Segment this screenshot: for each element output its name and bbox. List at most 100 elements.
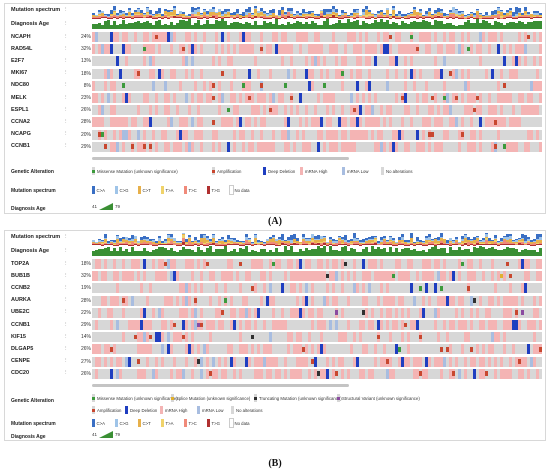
sample-cell — [509, 32, 512, 42]
sample-cell — [287, 44, 290, 55]
sample-cell — [245, 32, 248, 42]
gene-alteration-percent: 26% — [80, 346, 91, 353]
track-menu-handle[interactable]: ⋮ — [63, 358, 69, 365]
sample-cell — [203, 32, 206, 42]
track-menu-handle[interactable]: ⋮ — [63, 33, 69, 40]
spectrum-column — [512, 6, 515, 18]
age-bar — [158, 20, 161, 29]
age-bar — [272, 23, 275, 29]
track-menu-handle[interactable]: ⋮ — [63, 272, 69, 279]
track-menu-handle[interactable]: ⋮ — [63, 45, 69, 52]
sample-cell — [116, 44, 119, 55]
legend-label: C>A — [96, 187, 105, 193]
track-menu-handle[interactable]: ⋮ — [63, 345, 69, 352]
legend-spectrum-item: No data — [229, 418, 250, 428]
sample-cell — [131, 68, 134, 79]
spectrum-column — [458, 6, 461, 18]
legend-label: No alterations — [236, 407, 263, 413]
sample-cell — [374, 44, 377, 55]
track-label-mutation-spectrum: Mutation spectrum — [11, 234, 61, 240]
track-menu-handle[interactable]: ⋮ — [63, 131, 69, 138]
sample-cell — [131, 80, 134, 91]
track-menu-handle[interactable]: ⋮ — [63, 106, 69, 113]
sample-cell — [422, 32, 425, 42]
sample-cell — [122, 44, 125, 55]
sample-cell — [173, 32, 176, 42]
sample-cell — [239, 56, 242, 67]
sample-cell — [161, 80, 164, 91]
track-menu-handle[interactable]: ⋮ — [63, 248, 69, 254]
sample-cell — [311, 32, 314, 42]
sample-cell — [461, 68, 464, 79]
age-bar — [140, 22, 143, 29]
track-menu-handle[interactable]: ⋮ — [63, 82, 69, 89]
spectrum-column — [107, 6, 110, 18]
age-bar — [155, 20, 158, 29]
sample-cell — [209, 32, 212, 42]
track-menu-handle[interactable]: ⋮ — [63, 309, 69, 316]
spectrum-column — [149, 6, 152, 18]
legend-swatch — [207, 186, 210, 194]
sample-cell — [302, 32, 305, 42]
sample-cell — [263, 32, 266, 42]
spectrum-column — [161, 6, 164, 18]
sample-cell — [539, 105, 542, 116]
track-menu-handle[interactable]: ⋮ — [63, 118, 69, 125]
spectrum-column — [407, 6, 410, 18]
sample-cell — [311, 56, 314, 67]
track-menu-handle[interactable]: ⋮ — [63, 234, 69, 240]
age-bar — [500, 23, 503, 29]
track-menu-handle[interactable]: ⋮ — [63, 143, 69, 150]
sample-cell — [512, 32, 515, 42]
sample-cell — [215, 68, 218, 79]
horizontal-scrollbar[interactable] — [92, 157, 349, 160]
track-menu-handle[interactable]: ⋮ — [63, 21, 69, 27]
amplification-mark — [221, 71, 224, 76]
age-bar — [326, 19, 329, 29]
sample-cell — [434, 44, 437, 55]
spectrum-column — [518, 6, 521, 18]
sample-cell — [227, 68, 230, 79]
track-menu-handle[interactable]: ⋮ — [63, 57, 69, 64]
sample-cell — [479, 44, 482, 55]
sample-cell — [152, 68, 155, 79]
track-menu-handle[interactable]: ⋮ — [63, 321, 69, 328]
spectrum-column — [269, 6, 272, 18]
sample-cell — [407, 56, 410, 67]
sample-cell — [206, 80, 209, 91]
sample-cell — [134, 44, 137, 55]
legend-label: Missense Mutation (unknown significance) — [97, 168, 178, 174]
sample-cell — [164, 32, 167, 42]
sample-cell — [455, 32, 458, 42]
track-menu-handle[interactable]: ⋮ — [63, 94, 69, 101]
horizontal-scrollbar[interactable] — [92, 384, 349, 387]
sample-cell — [128, 44, 131, 55]
sample-cell — [356, 32, 359, 42]
track-menu-handle[interactable]: ⋮ — [63, 7, 69, 13]
sample-cell — [182, 32, 185, 42]
spectrum-column — [293, 6, 296, 18]
spectrum-column — [359, 6, 362, 18]
track-menu-handle[interactable]: ⋮ — [63, 284, 69, 291]
spectrum-column — [227, 6, 230, 18]
sample-cell — [539, 80, 542, 91]
track-menu-handle[interactable]: ⋮ — [63, 260, 69, 267]
track-menu-handle[interactable]: ⋮ — [63, 370, 69, 377]
sample-cell — [365, 32, 368, 42]
sample-cell — [203, 56, 206, 67]
track-menu-handle[interactable]: ⋮ — [63, 297, 69, 304]
sample-cell — [101, 32, 104, 42]
sample-cell — [344, 32, 347, 42]
sample-cell — [254, 68, 257, 79]
track-menu-handle[interactable]: ⋮ — [63, 70, 69, 77]
sample-cell — [299, 44, 302, 55]
gene-track — [92, 283, 542, 294]
age-bar — [446, 22, 449, 29]
sample-cell — [302, 68, 305, 79]
gene-alteration-percent: 14% — [80, 334, 91, 341]
spectrum-column — [332, 6, 335, 18]
track-menu-handle[interactable]: ⋮ — [63, 333, 69, 340]
gene-track — [92, 105, 542, 116]
sample-cell — [194, 80, 197, 91]
legend-item-struct: Structural Variant (unknown significance… — [337, 394, 420, 402]
